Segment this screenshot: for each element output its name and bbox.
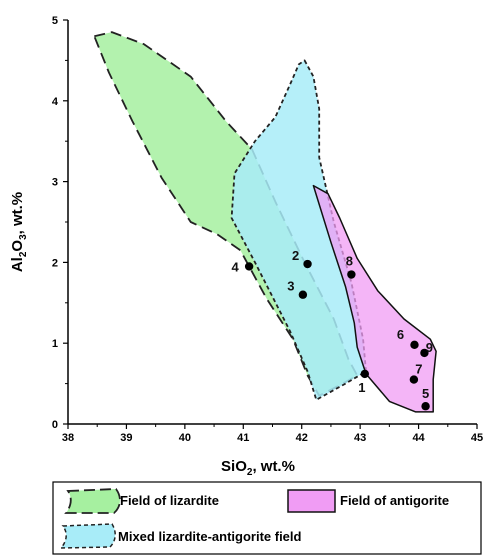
legend-frame [52, 481, 482, 555]
y-tick-label: 1 [52, 338, 58, 350]
legend-label-lizardite: Field of lizardite [120, 493, 219, 508]
sample-label-2: 2 [292, 248, 299, 263]
sample-point-8 [347, 270, 356, 279]
sample-point-6 [410, 340, 419, 350]
sample-label-4: 4 [232, 259, 240, 274]
x-axis-title-main: SiO [221, 458, 247, 475]
legend-label-antigorite: Field of antigorite [340, 493, 449, 508]
sample-point-4 [244, 262, 254, 271]
x-tick-label: 38 [62, 432, 74, 444]
fields-layer [93, 31, 437, 413]
x-tick-label: 42 [296, 432, 308, 444]
field-mixed-lizardite-antigorite-field [230, 59, 367, 401]
x-ticks: 38 39 40 41 42 43 44 45 [62, 424, 483, 444]
y-ticks: 0 1 2 3 4 5 [52, 15, 68, 431]
sample-point-5 [421, 402, 430, 411]
x-tick-label: 40 [179, 432, 191, 444]
sample-point-7 [409, 375, 419, 384]
y-axis-title-sub1: 2 [18, 251, 29, 257]
y-axis-title-unit: , wt.% [9, 192, 26, 235]
y-axis-title: Al2O3, wt.% [9, 192, 29, 272]
x-tick-label: 41 [237, 432, 249, 444]
sample-label-1: 1 [358, 380, 365, 395]
y-tick-label: 4 [52, 96, 59, 108]
y-tick-label: 2 [52, 257, 58, 269]
legend: Field of lizardite Field of antigorite M… [52, 481, 482, 555]
points-layer: 1 2 3 4 5 6 7 8 9 [232, 248, 433, 411]
sample-point-3 [298, 290, 308, 299]
legend-item-antigorite: Field of antigorite [287, 489, 449, 513]
y-axis-title-sub2: 3 [18, 234, 29, 240]
x-tick-label: 43 [354, 432, 366, 444]
x-tick-label: 39 [120, 432, 132, 444]
x-axis-title: SiO2, wt.% [221, 458, 295, 478]
legend-swatch-lizardite [64, 488, 121, 514]
legend-swatch-mixed [59, 523, 116, 549]
sample-label-7: 7 [415, 362, 422, 377]
y-axis-title-o: O [9, 240, 26, 252]
y-tick-label: 5 [52, 15, 58, 27]
x-tick-label: 44 [412, 432, 425, 444]
legend-swatch-antigorite [287, 489, 336, 513]
legend-item-lizardite: Field of lizardite [64, 488, 219, 514]
x-axis-title-subscript: 2 [247, 467, 253, 478]
sample-point-9 [420, 348, 429, 358]
legend-item-mixed: Mixed lizardite-antigorite field [59, 523, 302, 549]
x-axis-title-unit: , wt.% [252, 458, 295, 475]
sample-label-3: 3 [287, 279, 294, 294]
y-tick-label: 3 [52, 177, 58, 189]
sample-label-6: 6 [397, 327, 404, 342]
y-axis-title-al: Al [9, 257, 26, 272]
sample-label-8: 8 [346, 254, 353, 269]
x-tick-label: 45 [471, 432, 483, 444]
field-field-of-antigorite [312, 184, 437, 413]
y-tick-label: 0 [52, 419, 58, 431]
sample-label-5: 5 [422, 386, 429, 401]
sample-label-9: 9 [426, 340, 433, 355]
legend-label-mixed: Mixed lizardite-antigorite field [118, 529, 302, 544]
sample-point-2 [303, 259, 312, 269]
sample-point-1 [360, 369, 370, 379]
